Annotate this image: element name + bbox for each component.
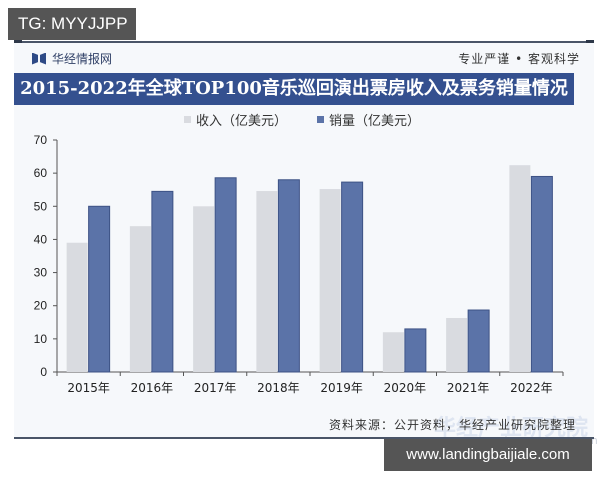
svg-text:30: 30 (34, 266, 48, 280)
bar-sales (88, 205, 111, 373)
watermark-text: 华经产业研究院 (434, 416, 589, 441)
legend: 收入（亿美元） 销量（亿美元） (184, 110, 420, 129)
bar-sales (214, 177, 237, 373)
svg-text:70: 70 (34, 133, 48, 147)
bar-revenue (382, 332, 404, 372)
x-tick-label: 2022年 (510, 381, 553, 395)
slogan: 专业严谨 • 客观科学 (458, 52, 580, 66)
bar-revenue (129, 226, 151, 372)
x-tick-label: 2018年 (257, 381, 300, 395)
top-divider (14, 40, 594, 43)
svg-text:0: 0 (40, 365, 47, 379)
bar-sales (151, 190, 174, 373)
bar-revenue (256, 191, 278, 372)
bar-sales (530, 175, 553, 373)
bar-sales (341, 181, 364, 373)
chart-title: 2015-2022年全球TOP100音乐巡回演出票房收入及票务销量情况 (14, 73, 574, 105)
legend-item-sales: 销量（亿美元） (317, 110, 420, 129)
bar-sales (277, 179, 300, 373)
legend-item-revenue: 收入（亿美元） (184, 110, 287, 129)
brand-name: 华经情报网 (52, 52, 113, 66)
legend-swatch-sales (317, 116, 325, 123)
bar-revenue (319, 189, 341, 372)
legend-label-sales: 销量（亿美元） (329, 114, 421, 129)
bar-sales (467, 309, 490, 373)
legend-swatch-revenue (184, 116, 191, 123)
x-tick-label: 2016年 (131, 381, 174, 395)
source-note: 资料来源：公开资料，华经产业研究院整理 (328, 418, 576, 432)
bar-revenue (446, 317, 468, 372)
x-tick-label: 2015年 (67, 381, 110, 395)
svg-text:60: 60 (34, 166, 48, 180)
bar-revenue (193, 206, 215, 372)
svg-text:10: 10 (34, 332, 48, 346)
x-tick-label: 2021年 (447, 381, 490, 395)
legend-label-revenue: 收入（亿美元） (196, 114, 288, 129)
chart-card: 华经情报网 专业严谨 • 客观科学 2015-2022年全球TOP100音乐巡回… (14, 40, 598, 447)
brand: 华经情报网 (32, 50, 112, 67)
x-tick-label: 2017年 (194, 381, 237, 395)
bar-revenue (509, 165, 531, 372)
bar-sales (404, 328, 427, 373)
x-tick-label: 2019年 (320, 381, 363, 395)
site-badge: www.landingbaijiale.com (384, 439, 592, 471)
tg-badge: TG: MYYJJPP (8, 8, 136, 40)
bottom-divider (14, 437, 594, 439)
svg-text:50: 50 (34, 199, 48, 213)
svg-text:40: 40 (34, 232, 48, 246)
brand-logo-icon (32, 52, 46, 65)
bar-revenue (66, 242, 88, 372)
svg-text:20: 20 (34, 299, 48, 313)
bar-chart: 0 10 20 30 40 50 60 70 2015年 2016年 2017年 2018年 2019年… (34, 133, 564, 395)
x-tick-label: 2020年 (384, 381, 427, 395)
